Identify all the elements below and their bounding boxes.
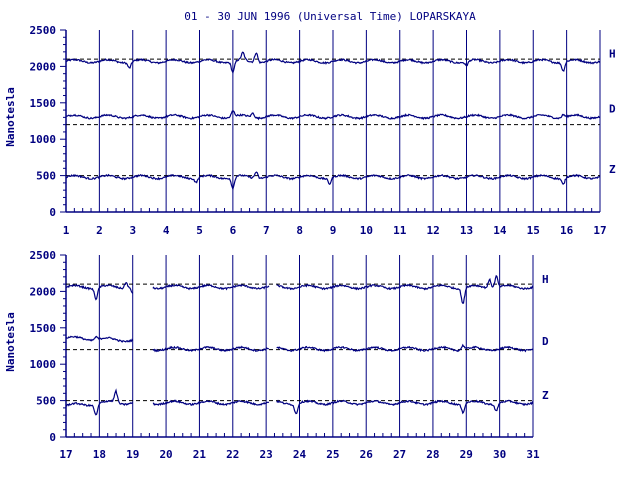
x-tick-label: 19 [126,448,139,461]
x-tick-label: 28 [426,448,439,461]
x-tick-label: 23 [260,448,273,461]
y-tick-label: 2500 [30,249,57,262]
y-tick-label: 1500 [30,322,57,335]
x-tick-label: 14 [493,224,507,237]
y-tick-label: 0 [49,431,56,444]
panel-1: 1 2 3 4 5 6 7 8 9 10 11 12 13 14 15 16 17050010001500200… [4,24,616,237]
trace-Z [65,388,534,416]
x-tick-label: 22 [226,448,239,461]
x-tick-label: 11 [393,224,407,237]
series-label-Z: Z [609,163,616,176]
y-tick-label: 500 [36,395,56,408]
series-label-Z: Z [542,389,549,402]
series-label-H: H [542,273,549,286]
x-tick-label: 26 [360,448,374,461]
series-label-D: D [609,103,616,116]
x-tick-label: 10 [360,224,373,237]
y-tick-label: 2000 [30,60,57,73]
x-tick-label: 15 [527,224,540,237]
y-axis-label: Nanotesla [4,312,17,372]
y-tick-label: 2500 [30,24,57,37]
x-tick-label: 31 [526,448,540,461]
x-tick-label: 30 [493,448,506,461]
y-tick-label: 1000 [30,133,57,146]
trace-H [65,51,601,75]
x-tick-label: 5 [196,224,203,237]
x-tick-label: 13 [460,224,473,237]
y-tick-label: 500 [36,170,56,183]
x-tick-label: 17 [593,224,606,237]
x-tick-label: 8 [296,224,303,237]
x-tick-label: 29 [460,448,473,461]
trace-D [65,110,601,121]
trace-D [65,335,534,353]
x-tick-label: 27 [393,448,406,461]
series-label-H: H [609,47,616,60]
panel-2: 17 18 19 20 21 22 23 24 25 26 27 28 29 30 31 0 500 1000 15… [4,249,549,461]
y-tick-label: 1000 [30,358,57,371]
chart-title: 01 - 30 JUN 1996 (Universal Time) LOPARS… [184,10,476,23]
x-tick-label: 16 [560,224,574,237]
x-tick-label: 1 [63,224,70,237]
x-tick-label: 20 [159,448,172,461]
y-tick-label: 2000 [30,285,57,298]
x-tick-label: 3 [129,224,136,237]
x-tick-label: 21 [193,448,207,461]
x-tick-label: 17 [59,448,72,461]
x-tick-label: 24 [293,448,307,461]
x-tick-label: 18 [93,448,106,461]
x-tick-label: 12 [427,224,440,237]
series-label-D: D [542,335,549,348]
trace-Z [65,171,601,191]
y-axis-label: Nanotesla [4,87,17,147]
x-tick-label: 9 [330,224,337,237]
x-tick-label: 25 [326,448,339,461]
x-tick-label: 2 [96,224,103,237]
y-tick-label: 0 [49,206,56,219]
y-tick-label: 1500 [30,97,57,110]
trace-H [65,274,534,304]
x-tick-label: 7 [263,224,270,237]
x-tick-label: 4 [163,224,170,237]
x-tick-label: 6 [230,224,237,237]
